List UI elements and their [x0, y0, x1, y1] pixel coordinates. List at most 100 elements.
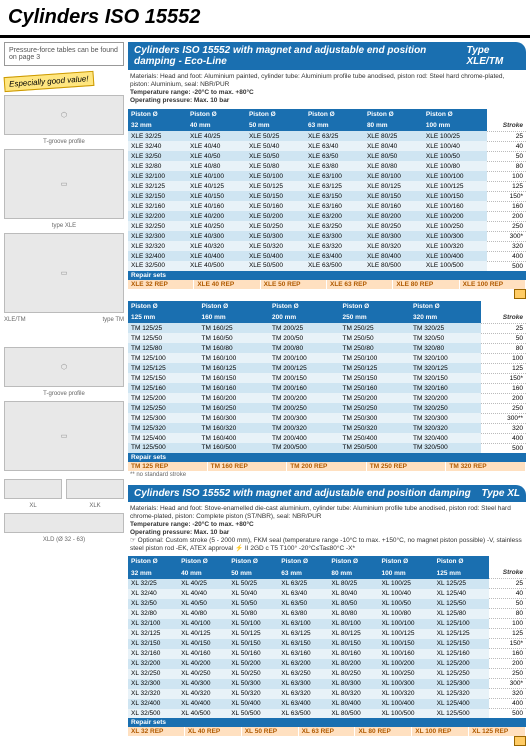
- part-cell: TM 200/100: [269, 353, 340, 363]
- part-cell: XL 50/160: [228, 649, 278, 659]
- part-cell: XL 32/400: [128, 699, 178, 709]
- part-cell: XL 50/25: [228, 579, 278, 589]
- part-cell: XL 50/80: [228, 609, 278, 619]
- part-cell: XL 100/50: [378, 599, 433, 609]
- repair-cell: XLE 63 REP: [327, 280, 393, 289]
- table-row: XLE 32/25XLE 40/25XLE 50/25XLE 63/25XLE …: [128, 131, 526, 141]
- stroke-cell: 250: [481, 403, 527, 413]
- part-cell: XL 63/25: [278, 579, 328, 589]
- diam-cell: 50 mm: [228, 567, 278, 579]
- part-cell: XL 32/250: [128, 669, 178, 679]
- part-cell: XLE 40/250: [187, 221, 246, 231]
- part-cell: TM 200/250: [269, 403, 340, 413]
- table-row: XL 32/160XL 40/160XL 50/160XL 63/160XL 8…: [128, 649, 526, 659]
- part-cell: XL 100/500: [378, 709, 433, 719]
- part-cell: XLE 50/320: [246, 241, 305, 251]
- part-cell: XLE 100/200: [423, 211, 487, 221]
- part-cell: XLE 63/160: [305, 201, 364, 211]
- part-cell: XL 80/160: [328, 649, 378, 659]
- repair-cell: TM 125 REP: [128, 462, 208, 471]
- table-diam-row: 125 mm160 mm200 mm250 mm320 mmStroke: [128, 312, 526, 324]
- table-row: XLE 32/400XLE 40/400XLE 50/400XLE 63/400…: [128, 251, 526, 261]
- part-cell: TM 250/125: [340, 363, 411, 373]
- table-row: XL 32/40XL 40/40XL 50/40XL 63/40XL 80/40…: [128, 589, 526, 599]
- part-cell: XLE 100/25: [423, 131, 487, 141]
- table-row: TM 125/150TM 160/150TM 200/150TM 250/150…: [128, 373, 526, 383]
- part-cell: TM 320/125: [410, 363, 481, 373]
- part-cell: XL 63/160: [278, 649, 328, 659]
- part-cell: TM 250/100: [340, 353, 411, 363]
- part-cell: XLE 63/400: [305, 251, 364, 261]
- part-cell: XL 40/300: [178, 679, 228, 689]
- part-cell: XL 50/100: [228, 619, 278, 629]
- stroke-cell: 150*: [489, 639, 526, 649]
- diam-cell: 125 mm: [434, 567, 489, 579]
- stroke-cell: 40: [489, 589, 526, 599]
- table-row: XL 32/300XL 40/300XL 50/300XL 63/300XL 8…: [128, 679, 526, 689]
- part-cell: TM 320/80: [410, 343, 481, 353]
- stroke-cell: 320: [481, 423, 527, 433]
- part-cell: XL 125/25: [434, 579, 489, 589]
- xle-image: ▭: [4, 149, 124, 219]
- diam-cell: 160 mm: [199, 312, 270, 324]
- repair-cell: TM 320 REP: [446, 462, 526, 471]
- repair1-row: XLE 32 REPXLE 40 REPXLE 50 REPXLE 63 REP…: [128, 280, 526, 289]
- section-xle-tm: Cylinders ISO 15552 with magnet and adju…: [128, 42, 526, 479]
- part-cell: XLE 50/125: [246, 181, 305, 191]
- piston-header: Piston Ø: [423, 109, 487, 120]
- stroke-cell: 200: [481, 393, 527, 403]
- part-cell: XLE 40/40: [187, 141, 246, 151]
- stroke-cell: 50: [489, 599, 526, 609]
- xlk-schema: [66, 479, 124, 499]
- part-cell: TM 125/200: [128, 393, 199, 403]
- part-cell: XLE 63/100: [305, 171, 364, 181]
- warning-icon-2: [514, 736, 526, 746]
- part-cell: TM 320/500: [410, 443, 481, 453]
- part-cell: XLE 32/125: [128, 181, 187, 191]
- piston-header: Piston Ø: [278, 556, 328, 567]
- piston-header: Piston Ø: [378, 556, 433, 567]
- part-cell: XL 100/150: [378, 639, 433, 649]
- table-row: XLE 32/160XLE 40/160XLE 50/160XLE 63/160…: [128, 201, 526, 211]
- part-cell: TM 160/80: [199, 343, 270, 353]
- part-cell: XL 125/250: [434, 669, 489, 679]
- part-cell: TM 200/150: [269, 373, 340, 383]
- part-cell: XLE 50/160: [246, 201, 305, 211]
- stroke-cell: 150*: [487, 191, 526, 201]
- part-cell: XL 63/250: [278, 669, 328, 679]
- piston-header: Piston Ø: [128, 109, 187, 120]
- part-cell: XL 32/100: [128, 619, 178, 629]
- part-cell: XLE 100/150: [423, 191, 487, 201]
- piston-header: Piston Ø: [328, 556, 378, 567]
- xl-schema: [4, 479, 62, 499]
- part-cell: XL 80/80: [328, 609, 378, 619]
- part-cell: XLE 50/80: [246, 161, 305, 171]
- part-cell: XL 100/320: [378, 689, 433, 699]
- diam-cell: 250 mm: [340, 312, 411, 324]
- piston-header: Piston Ø: [434, 556, 489, 567]
- part-cell: XL 100/40: [378, 589, 433, 599]
- part-cell: TM 160/50: [199, 333, 270, 343]
- part-cell: XL 125/125: [434, 629, 489, 639]
- page-title: Cylinders ISO 15552: [0, 0, 530, 38]
- part-cell: TM 125/50: [128, 333, 199, 343]
- part-cell: XLE 40/400: [187, 251, 246, 261]
- part-cell: XLE 32/300: [128, 231, 187, 241]
- diam-cell: 100 mm: [378, 567, 433, 579]
- part-cell: XLE 40/25: [187, 131, 246, 141]
- part-cell: XL 32/125: [128, 629, 178, 639]
- diam-cell: 80 mm: [328, 567, 378, 579]
- part-cell: XLE 32/25: [128, 131, 187, 141]
- tm-image: ▭: [4, 233, 124, 313]
- part-cell: XLE 32/500: [128, 261, 187, 271]
- diam-cell: 32 mm: [128, 567, 178, 579]
- part-cell: XLE 63/250: [305, 221, 364, 231]
- part-cell: XL 80/25: [328, 579, 378, 589]
- part-cell: TM 125/25: [128, 323, 199, 333]
- part-cell: TM 200/300: [269, 413, 340, 423]
- table-row: TM 125/25TM 160/25TM 200/25TM 250/25TM 3…: [128, 323, 526, 333]
- stroke-cell: 100: [489, 619, 526, 629]
- section1-header: Cylinders ISO 15552 with magnet and adju…: [128, 42, 526, 70]
- part-cell: TM 320/250: [410, 403, 481, 413]
- stroke-cell: 300**: [481, 413, 527, 423]
